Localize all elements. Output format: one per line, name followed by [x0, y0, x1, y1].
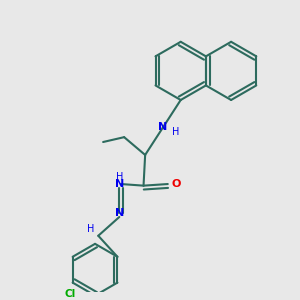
- Text: H: H: [172, 127, 179, 137]
- Text: Cl: Cl: [64, 289, 76, 299]
- Text: H: H: [88, 224, 95, 234]
- Text: N: N: [115, 179, 124, 189]
- Text: N: N: [115, 208, 124, 218]
- Text: N: N: [158, 122, 168, 133]
- Text: H: H: [116, 172, 123, 182]
- Text: O: O: [171, 179, 181, 189]
